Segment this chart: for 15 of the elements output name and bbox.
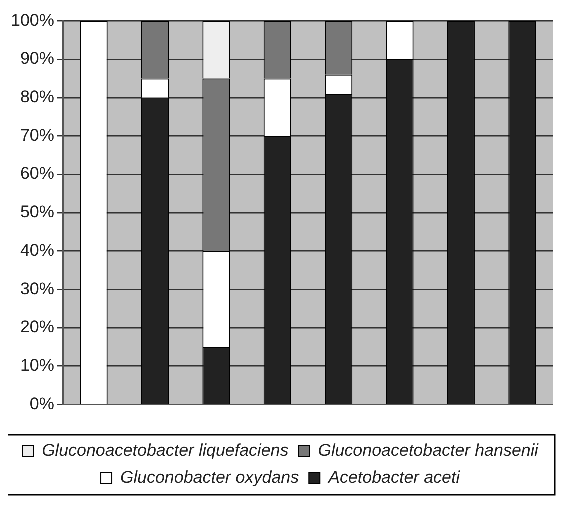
y-tick-label: 100%	[10, 10, 54, 30]
y-tick-label: 30%	[20, 279, 54, 298]
legend-label: Acetobacter aceti	[328, 468, 462, 488]
y-tick-label: 0%	[30, 394, 54, 414]
y-tick-label: 40%	[20, 240, 54, 260]
legend-label: Gluconoacetobacter hansenii	[318, 441, 540, 460]
y-tick-label: 80%	[20, 88, 54, 107]
y-tick-label: 90%	[20, 49, 54, 68]
y-tick-label: 20%	[20, 318, 54, 337]
y-tick-label: 10%	[20, 356, 54, 375]
legend-label: Gluconobacter oxydans	[120, 468, 300, 488]
legend-label: Gluconoacetobacter liquefaciens	[42, 441, 290, 460]
y-tick-label: 70%	[20, 126, 54, 145]
y-tick-label: 50%	[20, 202, 54, 222]
y-tick-label: 60%	[20, 164, 54, 184]
